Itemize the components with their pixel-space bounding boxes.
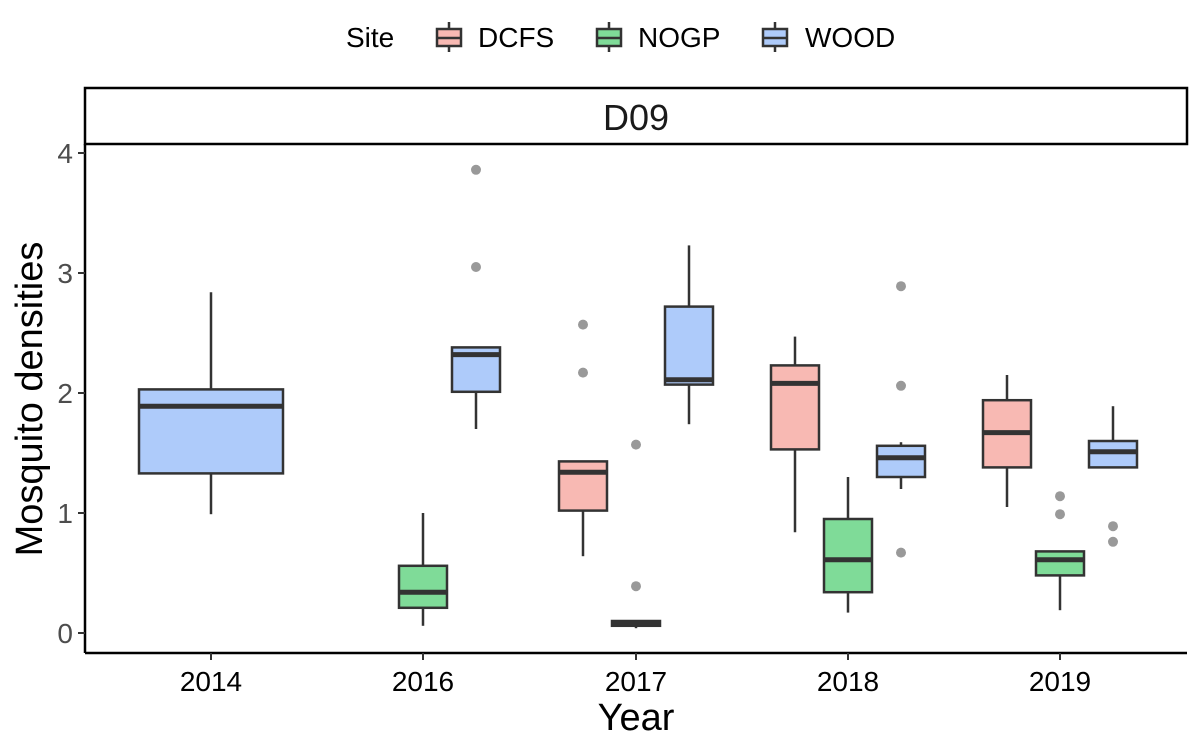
y-axis-ticks: 0 1 2 3 4 [57,138,85,649]
box-2019-wood [1087,406,1139,547]
outlier-point [1055,491,1065,502]
x-tick-label: 2017 [605,666,667,697]
legend-item-nogp: NOGP [595,22,720,53]
box-2017-nogp [610,439,662,629]
y-axis-title: Mosquito densities [9,242,51,557]
legend-label-dcfs: DCFS [478,22,554,53]
box-2019-nogp [1034,491,1086,611]
box-2014-wood [137,292,285,515]
outlier-point [631,581,641,592]
legend-label-wood: WOOD [805,22,895,53]
x-tick-label: 2014 [180,666,242,697]
y-tick-label: 3 [57,258,73,289]
box-body [1034,550,1086,577]
legend-title: Site [346,22,394,53]
x-tick-label: 2018 [817,666,879,697]
x-axis-ticks: 2014 2016 2017 2018 2019 [180,653,1091,697]
outlier-point [1108,521,1118,532]
outlier-point [471,164,481,175]
facet-label: D09 [603,97,669,138]
box-2017-dcfs [557,319,609,557]
y-tick-label: 1 [57,498,73,529]
outlier-point [631,439,641,450]
box-body [397,564,449,610]
legend: Site DCFS NOGP WOOD [346,22,895,53]
boxes-layer [137,164,1139,629]
legend-label-nogp: NOGP [638,22,720,53]
legend-item-dcfs: DCFS [435,22,554,53]
box-2017-wood [663,245,715,425]
y-tick-label: 2 [57,378,73,409]
outlier-point [471,262,481,272]
box-2016-wood [450,164,502,429]
y-tick-label: 0 [57,618,73,649]
box-2018-nogp [822,477,874,613]
facet-strip: D09 [83,86,1189,146]
box-2019-dcfs [981,375,1033,507]
outlier-point [578,367,588,378]
box-2016-nogp [397,513,449,626]
outlier-point [896,380,906,391]
legend-item-wood: WOOD [761,22,895,53]
box-2018-dcfs [769,336,821,533]
x-tick-label: 2019 [1029,666,1091,697]
outlier-point [896,547,906,558]
x-tick-label: 2016 [392,666,454,697]
outlier-point [896,281,906,292]
outlier-point [1108,536,1118,547]
strip-box [83,86,1189,146]
y-tick-label: 4 [57,138,73,169]
box-body [769,364,821,451]
outlier-point [1055,509,1065,520]
box-body [822,517,874,594]
box-body [663,305,715,386]
box-body [137,388,285,475]
box-body [875,444,927,479]
box-2018-wood [875,281,927,558]
outlier-point [578,319,588,330]
box-body [557,460,609,512]
x-axis-title: Year [598,697,675,739]
